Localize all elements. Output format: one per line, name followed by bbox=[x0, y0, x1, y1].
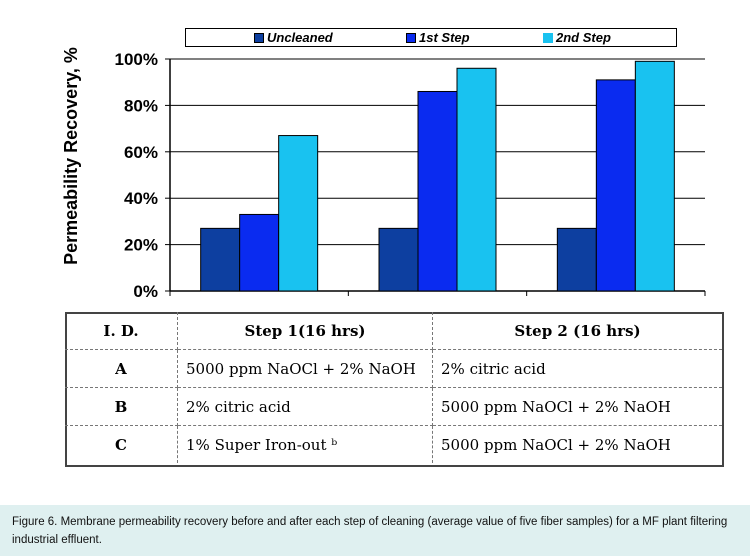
row-id: C bbox=[65, 425, 178, 463]
cleaning-protocol-table: I. D. Step 1(16 hrs) Step 2 (16 hrs) A 5… bbox=[65, 312, 722, 463]
row-step1: 1% Super Iron-out ᵇ bbox=[177, 425, 433, 463]
figure-caption: Figure 6. Membrane permeability recovery… bbox=[12, 516, 728, 546]
header-id: I. D. bbox=[65, 312, 178, 350]
table-header-row: I. D. Step 1(16 hrs) Step 2 (16 hrs) bbox=[65, 312, 722, 350]
bar-B-1 bbox=[417, 90, 458, 292]
y-tick-label: 80% bbox=[124, 96, 158, 115]
legend-swatch bbox=[254, 32, 264, 43]
bar-C-2 bbox=[634, 60, 675, 292]
legend-item-2nd-step: 2nd Step bbox=[543, 29, 611, 46]
legend-item-uncleaned: Uncleaned bbox=[254, 29, 333, 46]
bar-A-0 bbox=[200, 227, 241, 292]
y-tick-label: 20% bbox=[124, 236, 158, 255]
table-row: C 1% Super Iron-out ᵇ 5000 ppm NaOCl + 2… bbox=[65, 425, 722, 463]
bar-A-2 bbox=[278, 135, 319, 292]
chart-legend: Uncleaned 1st Step 2nd Step bbox=[185, 28, 677, 47]
header-step2: Step 2 (16 hrs) bbox=[432, 312, 722, 350]
chart-area: 0% 20% 40% 60% 80% 100% Permeability Recovery,… bbox=[61, 28, 706, 301]
table-row: B 2% citric acid 5000 ppm NaOCl + 2% NaO… bbox=[65, 387, 722, 426]
row-step2: 2% citric acid bbox=[432, 349, 722, 388]
row-id: A bbox=[65, 349, 178, 388]
figure-caption-bar: Figure 6. Membrane permeability recovery… bbox=[0, 505, 750, 556]
legend-label: Uncleaned bbox=[267, 30, 333, 45]
header-step1: Step 1(16 hrs) bbox=[177, 312, 433, 350]
bar-chart: 0% 20% 40% 60% 80% 100% Permeability Recovery,… bbox=[61, 47, 706, 301]
row-step1: 2% citric acid bbox=[177, 387, 433, 426]
bar-B-0 bbox=[378, 227, 419, 292]
legend-label: 1st Step bbox=[419, 30, 470, 45]
bar-C-1 bbox=[595, 79, 636, 292]
legend-label: 2nd Step bbox=[556, 30, 611, 45]
bar-A-1 bbox=[239, 213, 280, 292]
y-tick-label: 60% bbox=[124, 143, 158, 162]
row-id: B bbox=[65, 387, 178, 426]
bar-B-2 bbox=[456, 67, 497, 292]
row-step2: 5000 ppm NaOCl + 2% NaOH bbox=[441, 435, 671, 454]
legend-item-1st-step: 1st Step bbox=[406, 29, 470, 46]
legend-swatch bbox=[406, 32, 416, 43]
y-tick-label: 40% bbox=[124, 189, 158, 208]
y-tick-label: 0% bbox=[133, 282, 158, 301]
bar-C-0 bbox=[556, 227, 597, 292]
table-row: A 5000 ppm NaOCl + 2% NaOH 2% citric aci… bbox=[65, 349, 722, 388]
y-tick-label: 100% bbox=[115, 50, 158, 69]
row-step1: 5000 ppm NaOCl + 2% NaOH bbox=[177, 349, 433, 388]
row-step2: 5000 ppm NaOCl + 2% NaOH bbox=[432, 387, 722, 426]
y-axis-label: Permeability Recovery, % bbox=[61, 47, 81, 265]
legend-swatch bbox=[543, 32, 553, 43]
